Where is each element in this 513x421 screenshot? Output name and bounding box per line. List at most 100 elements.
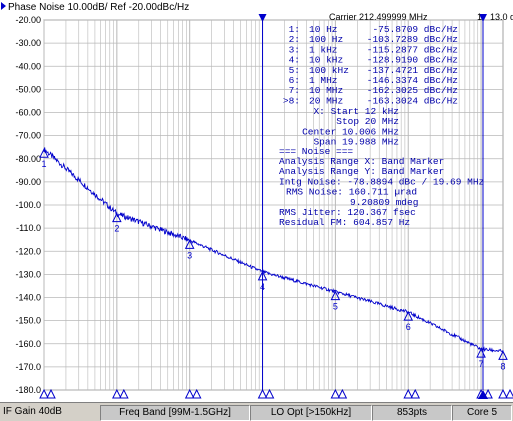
chart-title: Phase Noise 10.00dB/ Ref -20.00dBc/Hz: [8, 2, 189, 13]
bottom-marker-icon: [498, 388, 508, 399]
y-tick-label: -50.00: [15, 84, 41, 94]
marker-row-freq: 10 MHz: [309, 85, 343, 96]
marker-row-freq: 10 kHz: [309, 55, 343, 66]
marker-row-num: 5:: [289, 65, 300, 76]
noise-info-line: Intg Noise: -78.8894 dBc / 19.69 MHz: [279, 176, 484, 187]
bottom-marker-icon: [112, 388, 122, 399]
lo-opt-status: LO Opt [>150kHz]: [250, 405, 372, 421]
bottom-marker-icon: [410, 388, 421, 399]
marker-label: 6: [406, 322, 411, 332]
sweep-info-line: Center 10.006 MHz: [302, 126, 399, 137]
marker-row-num: 7:: [289, 85, 300, 96]
marker-triangle-icon: [476, 347, 486, 358]
marker-row-value: -128.9190 dBc/Hz: [367, 55, 458, 66]
marker-row-num: 1:: [289, 24, 300, 35]
chart-grid: [43, 19, 504, 391]
marker-layer: 1 2 3 4 5 6 7 8: [39, 148, 508, 371]
marker-triangle-icon: [112, 212, 122, 223]
marker-row-freq: 1 MHz: [309, 75, 338, 86]
marker-row-freq: 100 Hz: [309, 34, 343, 45]
marker-triangle-icon: [498, 350, 508, 360]
noise-info-line: Analysis Range Y: Band Marker: [279, 166, 444, 177]
status-bar: IF Gain 40dB Freq Band [99M-1.5GHz] LO O…: [0, 402, 513, 421]
marker-label: 7: [479, 359, 484, 369]
marker-row-freq: 100 kHz: [309, 65, 349, 76]
points-status: 853pts: [372, 405, 452, 421]
y-tick-label: -180.0: [15, 385, 41, 395]
marker-label: 5: [333, 302, 338, 312]
y-tick-label: -20.00: [15, 15, 41, 25]
bottom-marker-icon: [39, 388, 49, 399]
marker-row-freq: 10 Hz: [309, 24, 338, 35]
bottom-marker-icon: [119, 388, 129, 399]
noise-info-line: Analysis Range X: Band Marker: [279, 156, 444, 167]
noise-header: === Noise ===: [279, 146, 353, 157]
bottom-marker-icon: [257, 388, 268, 399]
y-tick-label: -60.00: [15, 108, 41, 118]
sweep-info-line: Span 19.988 MHz: [313, 137, 399, 148]
core-status: Core 5: [452, 405, 512, 421]
marker-row-value: -115.2877 dBc/Hz: [367, 44, 458, 55]
sweep-info-line: Stop 20 MHz: [336, 116, 399, 127]
band-start-triangle-icon: [258, 14, 267, 22]
if-gain-status: IF Gain 40dB: [3, 406, 62, 417]
bottom-marker-icon: [46, 388, 56, 399]
y-tick-label: -110.0: [16, 223, 41, 233]
carrier-frequency: Carrier 212.499999 MHz: [329, 12, 428, 22]
y-tick-label: -150.0: [15, 316, 41, 326]
marker-row-value: -162.3025 dBc/Hz: [367, 85, 458, 96]
noise-info-line: 9.20809 mdeg: [350, 197, 418, 208]
y-tick-label: -30.00: [15, 38, 41, 48]
marker-label: 4: [260, 282, 265, 292]
marker-triangle-icon: [403, 311, 414, 321]
marker-row-freq: 20 MHz: [309, 95, 343, 106]
y-tick-label: -70.00: [15, 131, 41, 141]
bottom-marker-icon: [337, 388, 348, 399]
y-tick-label: -130.0: [15, 269, 41, 279]
marker-row-num: 4:: [289, 55, 300, 66]
y-tick-label: -140.0: [15, 293, 41, 303]
bottom-marker-row: [39, 388, 513, 399]
bottom-marker-icon: [505, 388, 513, 399]
bottom-marker-icon: [264, 388, 275, 399]
chart-background: [0, 0, 513, 402]
noise-info: === Noise ===Analysis Range X: Band Mark…: [279, 146, 484, 228]
noise-info-line: RMS Noise: 160.711 µrad: [286, 187, 417, 198]
y-tick-label: -160.0: [15, 339, 41, 349]
marker-label: 3: [187, 250, 192, 260]
marker-row-num: 2:: [289, 34, 300, 45]
trace-line: [43, 147, 504, 354]
y-tick-label: -40.00: [15, 61, 41, 71]
bottom-marker-icon: [184, 388, 195, 399]
freq-band-status: Freq Band [99M-1.5GHz]: [100, 405, 250, 421]
trace-layer: [43, 14, 504, 390]
y-tick-label: -120.0: [15, 246, 41, 256]
marker-row-freq: 1 kHz: [309, 44, 338, 55]
marker-triangle-icon: [184, 239, 195, 249]
phase-noise-chart: -20.00 -30.00 -40.00 -50.00 -60.00 -70.00 -80.…: [0, 0, 513, 402]
marker-triangle-icon: [257, 270, 268, 281]
marker-row-value: -75.8709 dBc/Hz: [372, 24, 458, 35]
marker-label: 2: [114, 224, 119, 234]
title-arrow-icon: [1, 2, 6, 10]
bottom-active-marker-icon: [478, 390, 488, 399]
bottom-marker-icon: [483, 388, 493, 399]
marker-row-value: -146.3374 dBc/Hz: [367, 75, 458, 86]
y-tick-label: -80.00: [15, 154, 41, 164]
marker-row-value: -103.7289 dBc/Hz: [367, 34, 458, 45]
noise-info-line: RMS Jitter: 120.367 fsec: [279, 207, 416, 218]
marker-row-num: >8:: [283, 95, 300, 106]
y-axis-ticks: -20.00 -30.00 -40.00 -50.00 -60.00 -70.00 -80.…: [15, 15, 41, 395]
marker-triangle-icon: [330, 290, 341, 301]
marker-label: 1: [41, 159, 46, 169]
marker-row-num: 3:: [289, 44, 300, 55]
bottom-marker-icon: [191, 388, 202, 399]
marker-table: 1: 10 Hz -75.8709 dBc/Hz 2: 100 Hz -103.7289 …: [283, 24, 458, 106]
y-tick-label: -90.00: [15, 177, 41, 187]
bottom-marker-icon: [330, 388, 341, 399]
bottom-marker-icon: [403, 388, 414, 399]
marker-label: 8: [500, 361, 505, 371]
trace-number: 1: [477, 12, 482, 22]
marker-row-value: -137.4721 dBc/Hz: [367, 65, 458, 76]
